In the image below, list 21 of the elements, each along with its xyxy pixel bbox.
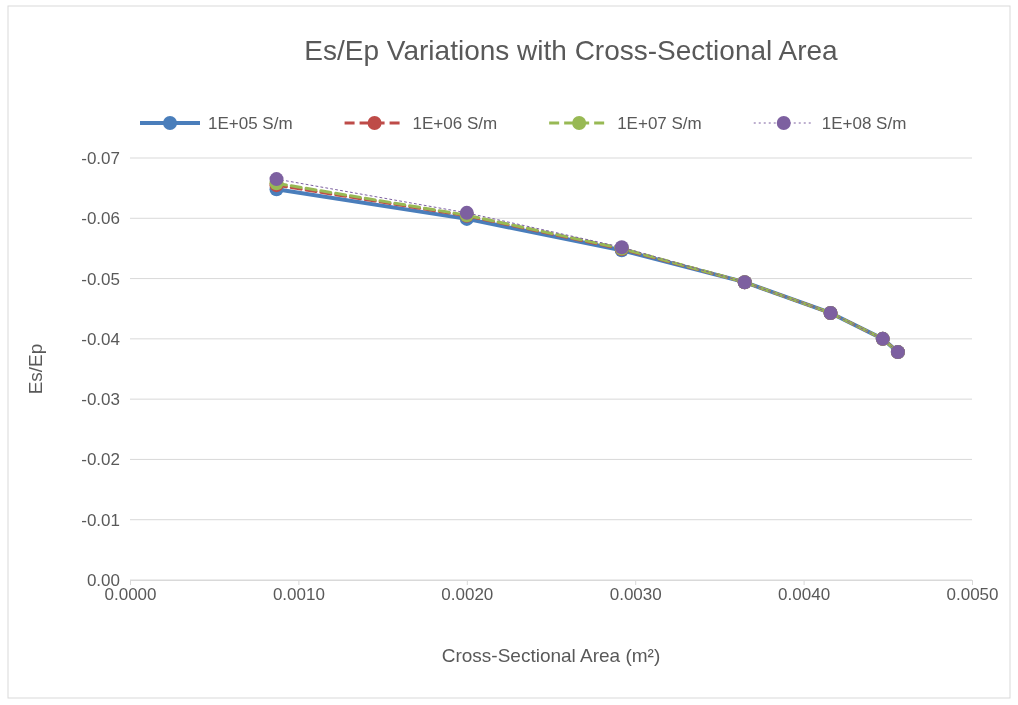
y-tick-label: -0.01 (81, 510, 120, 530)
legend-label: 1E+06 S/m (412, 114, 498, 133)
y-tick-label: -0.06 (81, 209, 120, 229)
x-axis-title: Cross-Sectional Area (m²) (441, 645, 661, 666)
y-tick-label: -0.03 (81, 390, 120, 410)
x-tick-label: 0.0010 (272, 585, 325, 605)
x-tick-label: 0.0040 (778, 585, 831, 605)
y-tick-label: -0.05 (81, 269, 120, 289)
y-tick-label: -0.04 (81, 329, 120, 349)
x-tick-label: 0.0000 (104, 585, 157, 605)
legend-label: 1E+05 S/m (208, 114, 293, 133)
y-tick-label: -0.02 (81, 450, 120, 470)
chart-title: Es/Ep Variations with Cross-Sectional Area (304, 35, 839, 66)
x-tick-label: 0.0050 (946, 585, 999, 605)
point (269, 172, 284, 187)
y-axis-title: Es/Ep (25, 343, 46, 395)
x-tick-label: 0.0030 (609, 585, 662, 605)
y-tick-label: -0.07 (81, 148, 120, 168)
legend-label: 1E+08 S/m (821, 114, 907, 133)
x-tick-label: 0.0020 (441, 585, 494, 605)
legend-label: 1E+07 S/m (617, 114, 702, 133)
